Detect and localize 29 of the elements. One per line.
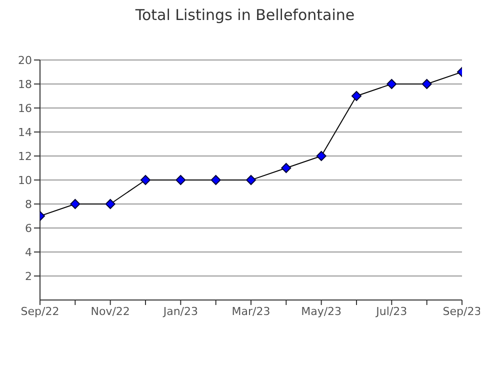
y-tick-label: 20	[18, 54, 32, 67]
point	[140, 175, 150, 185]
point	[316, 151, 326, 161]
point	[210, 175, 221, 185]
point	[281, 163, 292, 173]
point	[422, 79, 432, 89]
point	[246, 175, 256, 185]
point	[176, 175, 186, 185]
y-tick-label: 12	[18, 150, 32, 163]
point	[386, 79, 397, 89]
x-tick-label: Nov/22	[90, 304, 130, 318]
y-tick-label: 8	[25, 198, 32, 211]
y-tick-label: 6	[25, 222, 32, 235]
y-tick-label: 18	[18, 78, 32, 91]
y-tick-label: 16	[18, 102, 32, 115]
point	[352, 91, 362, 101]
y-tick-label: 14	[18, 126, 32, 139]
chart-title: Total Listings in Bellefontaine	[134, 6, 356, 24]
y-tick-label: 2	[25, 270, 32, 283]
x-tick-label: Mar/23	[232, 304, 270, 318]
x-tick-label: Sep/23	[442, 304, 482, 318]
x-tick-label: Jan/23	[162, 304, 198, 318]
y-tick-label: 4	[25, 246, 32, 259]
x-tick-label: May/23	[301, 304, 342, 318]
point	[70, 199, 80, 209]
point	[105, 199, 116, 209]
x-tick-label: Sep/22	[20, 304, 60, 318]
y-tick-label: 10	[18, 174, 32, 187]
x-tick-label: Jul/23	[375, 304, 408, 318]
